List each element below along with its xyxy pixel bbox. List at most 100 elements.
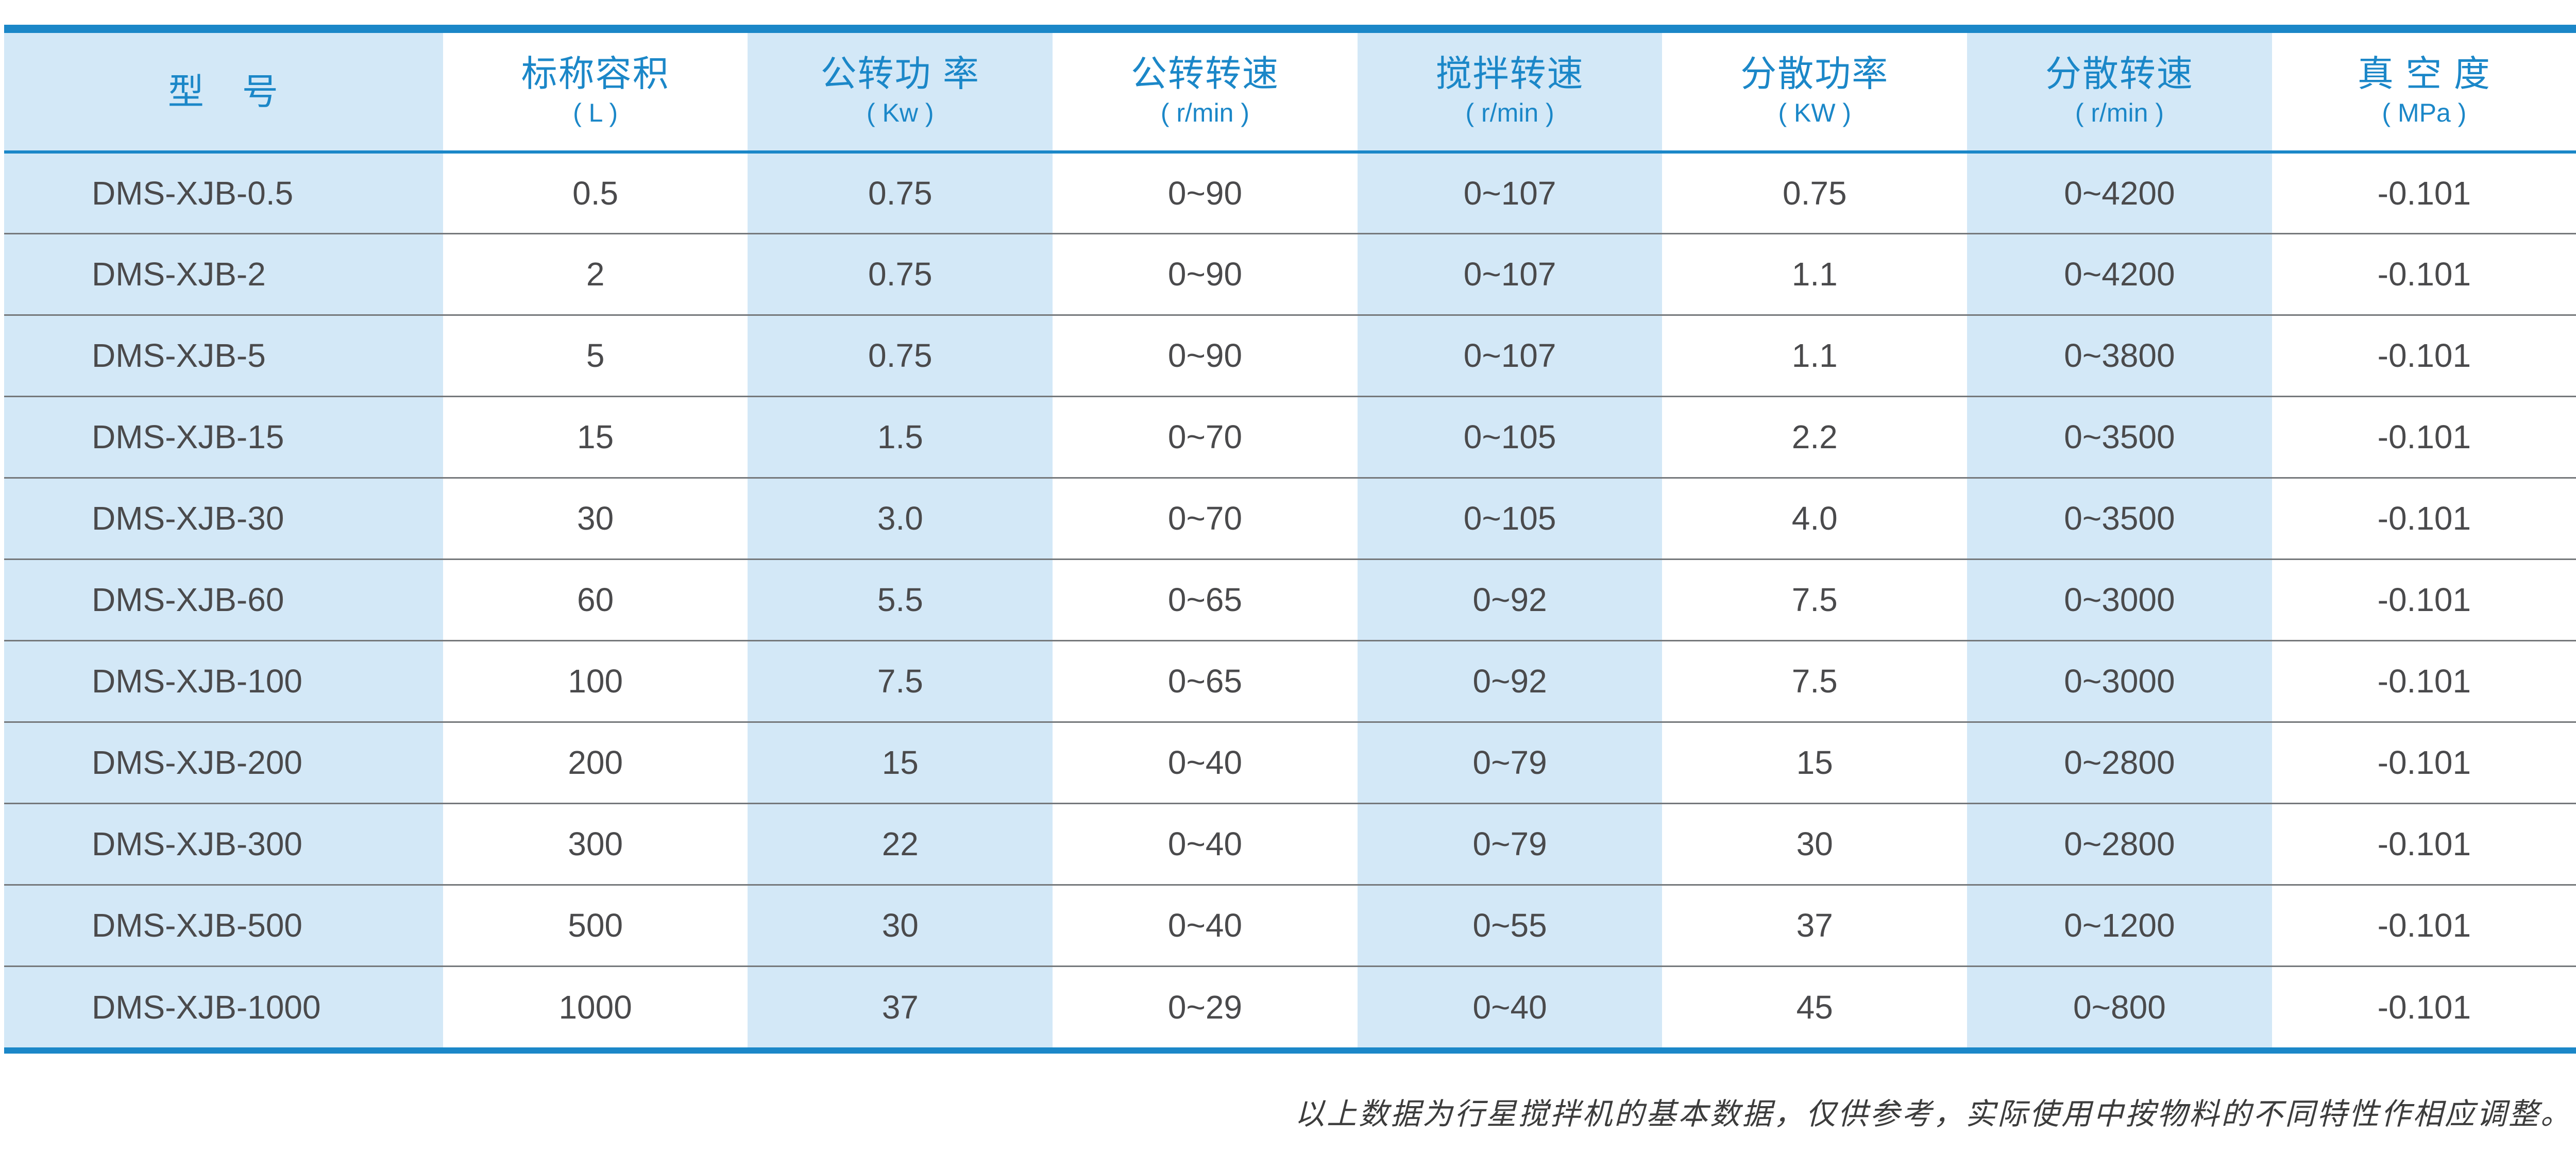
cell-stirring-speed: 0~79	[1357, 803, 1663, 885]
table-body: DMS-XJB-0.5 0.5 0.75 0~90 0~107 0.75 0~4…	[4, 152, 2576, 1047]
cell-model: DMS-XJB-5	[4, 315, 443, 396]
column-label: 公转功 率	[820, 54, 980, 94]
table-bottom-border	[4, 1047, 2576, 1054]
cell-capacity: 15	[443, 396, 748, 478]
footnote: 以上数据为行星搅拌机的基本数据，仅供参考，实际使用中按物料的不同特性作相应调整。	[1294, 1096, 2572, 1131]
cell-stirring-speed: 0~79	[1357, 722, 1663, 803]
cell-revolution-power: 22	[748, 803, 1053, 885]
cell-capacity: 2	[443, 233, 748, 315]
cell-dispersion-speed: 0~800	[1967, 966, 2272, 1047]
cell-stirring-speed: 0~107	[1357, 233, 1663, 315]
cell-dispersion-speed: 0~2800	[1967, 803, 2272, 885]
table-row: DMS-XJB-5 5 0.75 0~90 0~107 1.1 0~3800 -…	[4, 315, 2576, 396]
column-header-dispersion-speed: 分散转速 ( r/min )	[1967, 33, 2272, 152]
table-row: DMS-XJB-30 30 3.0 0~70 0~105 4.0 0~3500 …	[4, 478, 2576, 559]
table-row: DMS-XJB-100 100 7.5 0~65 0~92 7.5 0~3000…	[4, 640, 2576, 722]
spec-sheet-page: 型 号 标称容积 ( L ) 公转功 率 ( Kw ) 公转转速 ( r/min…	[0, 25, 2576, 1152]
column-label: 型 号	[167, 71, 279, 112]
column-unit: ( Kw )	[867, 98, 934, 128]
cell-vacuum: -0.101	[2272, 152, 2576, 233]
cell-capacity: 5	[443, 315, 748, 396]
cell-stirring-speed: 0~40	[1357, 966, 1663, 1047]
cell-model: DMS-XJB-300	[4, 803, 443, 885]
cell-revolution-power: 0.75	[748, 315, 1053, 396]
cell-revolution-speed: 0~29	[1053, 966, 1358, 1047]
column-label: 分散转速	[2045, 54, 2194, 94]
cell-stirring-speed: 0~105	[1357, 478, 1663, 559]
cell-vacuum: -0.101	[2272, 396, 2576, 478]
cell-dispersion-speed: 0~3800	[1967, 315, 2272, 396]
cell-revolution-power: 15	[748, 722, 1053, 803]
column-unit: ( MPa )	[2382, 98, 2467, 128]
cell-dispersion-power: 45	[1662, 966, 1968, 1047]
table-top-border	[4, 25, 2576, 33]
column-unit: ( L )	[573, 98, 618, 128]
column-label: 真 空 度	[2357, 54, 2491, 94]
cell-revolution-speed: 0~40	[1053, 803, 1358, 885]
column-header-vacuum: 真 空 度 ( MPa )	[2272, 33, 2576, 152]
cell-stirring-speed: 0~55	[1357, 885, 1663, 966]
cell-dispersion-power: 2.2	[1662, 396, 1968, 478]
cell-model: DMS-XJB-1000	[4, 966, 443, 1047]
cell-capacity: 300	[443, 803, 748, 885]
cell-capacity: 30	[443, 478, 748, 559]
cell-dispersion-speed: 0~3000	[1967, 640, 2272, 722]
cell-dispersion-speed: 0~3500	[1967, 478, 2272, 559]
cell-revolution-power: 0.75	[748, 233, 1053, 315]
cell-revolution-speed: 0~65	[1053, 640, 1358, 722]
column-unit: ( r/min )	[1465, 98, 1554, 128]
table-row: DMS-XJB-0.5 0.5 0.75 0~90 0~107 0.75 0~4…	[4, 152, 2576, 233]
cell-dispersion-power: 15	[1662, 722, 1968, 803]
cell-dispersion-power: 4.0	[1662, 478, 1968, 559]
cell-capacity: 500	[443, 885, 748, 966]
cell-vacuum: -0.101	[2272, 966, 2576, 1047]
column-label: 标称容积	[521, 54, 670, 94]
column-label: 分散功率	[1740, 54, 1889, 94]
column-header-dispersion-power: 分散功率 ( KW )	[1662, 33, 1968, 152]
column-unit: ( KW )	[1778, 98, 1852, 128]
cell-dispersion-power: 7.5	[1662, 640, 1968, 722]
table-row: DMS-XJB-60 60 5.5 0~65 0~92 7.5 0~3000 -…	[4, 559, 2576, 640]
cell-revolution-power: 37	[748, 966, 1053, 1047]
cell-stirring-speed: 0~107	[1357, 152, 1663, 233]
cell-vacuum: -0.101	[2272, 640, 2576, 722]
spec-table: 型 号 标称容积 ( L ) 公转功 率 ( Kw ) 公转转速 ( r/min…	[4, 25, 2576, 1054]
cell-revolution-speed: 0~40	[1053, 722, 1358, 803]
cell-revolution-power: 5.5	[748, 559, 1053, 640]
cell-capacity: 1000	[443, 966, 748, 1047]
column-header-revolution-speed: 公转转速 ( r/min )	[1053, 33, 1358, 152]
cell-capacity: 0.5	[443, 152, 748, 233]
cell-model: DMS-XJB-100	[4, 640, 443, 722]
cell-revolution-speed: 0~90	[1053, 315, 1358, 396]
cell-revolution-speed: 0~90	[1053, 233, 1358, 315]
cell-revolution-power: 30	[748, 885, 1053, 966]
planetary-mixer-spec-table: 型 号 标称容积 ( L ) 公转功 率 ( Kw ) 公转转速 ( r/min…	[4, 33, 2576, 1047]
cell-model: DMS-XJB-15	[4, 396, 443, 478]
table-row: DMS-XJB-1000 1000 37 0~29 0~40 45 0~800 …	[4, 966, 2576, 1047]
cell-model: DMS-XJB-500	[4, 885, 443, 966]
cell-revolution-power: 0.75	[748, 152, 1053, 233]
cell-vacuum: -0.101	[2272, 722, 2576, 803]
cell-stirring-speed: 0~105	[1357, 396, 1663, 478]
cell-revolution-power: 1.5	[748, 396, 1053, 478]
column-label: 搅拌转速	[1435, 54, 1584, 94]
cell-revolution-speed: 0~65	[1053, 559, 1358, 640]
cell-stirring-speed: 0~92	[1357, 559, 1663, 640]
cell-model: DMS-XJB-200	[4, 722, 443, 803]
cell-dispersion-speed: 0~3500	[1967, 396, 2272, 478]
cell-dispersion-speed: 0~4200	[1967, 152, 2272, 233]
cell-revolution-speed: 0~70	[1053, 478, 1358, 559]
cell-revolution-speed: 0~90	[1053, 152, 1358, 233]
cell-vacuum: -0.101	[2272, 315, 2576, 396]
column-header-stirring-speed: 搅拌转速 ( r/min )	[1357, 33, 1663, 152]
cell-vacuum: -0.101	[2272, 885, 2576, 966]
cell-model: DMS-XJB-30	[4, 478, 443, 559]
table-row: DMS-XJB-15 15 1.5 0~70 0~105 2.2 0~3500 …	[4, 396, 2576, 478]
table-header: 型 号 标称容积 ( L ) 公转功 率 ( Kw ) 公转转速 ( r/min…	[4, 33, 2576, 152]
column-label: 公转转速	[1130, 54, 1279, 94]
cell-dispersion-power: 7.5	[1662, 559, 1968, 640]
table-row: DMS-XJB-2 2 0.75 0~90 0~107 1.1 0~4200 -…	[4, 233, 2576, 315]
column-header-capacity: 标称容积 ( L )	[443, 33, 748, 152]
cell-stirring-speed: 0~107	[1357, 315, 1663, 396]
header-row: 型 号 标称容积 ( L ) 公转功 率 ( Kw ) 公转转速 ( r/min…	[4, 33, 2576, 152]
